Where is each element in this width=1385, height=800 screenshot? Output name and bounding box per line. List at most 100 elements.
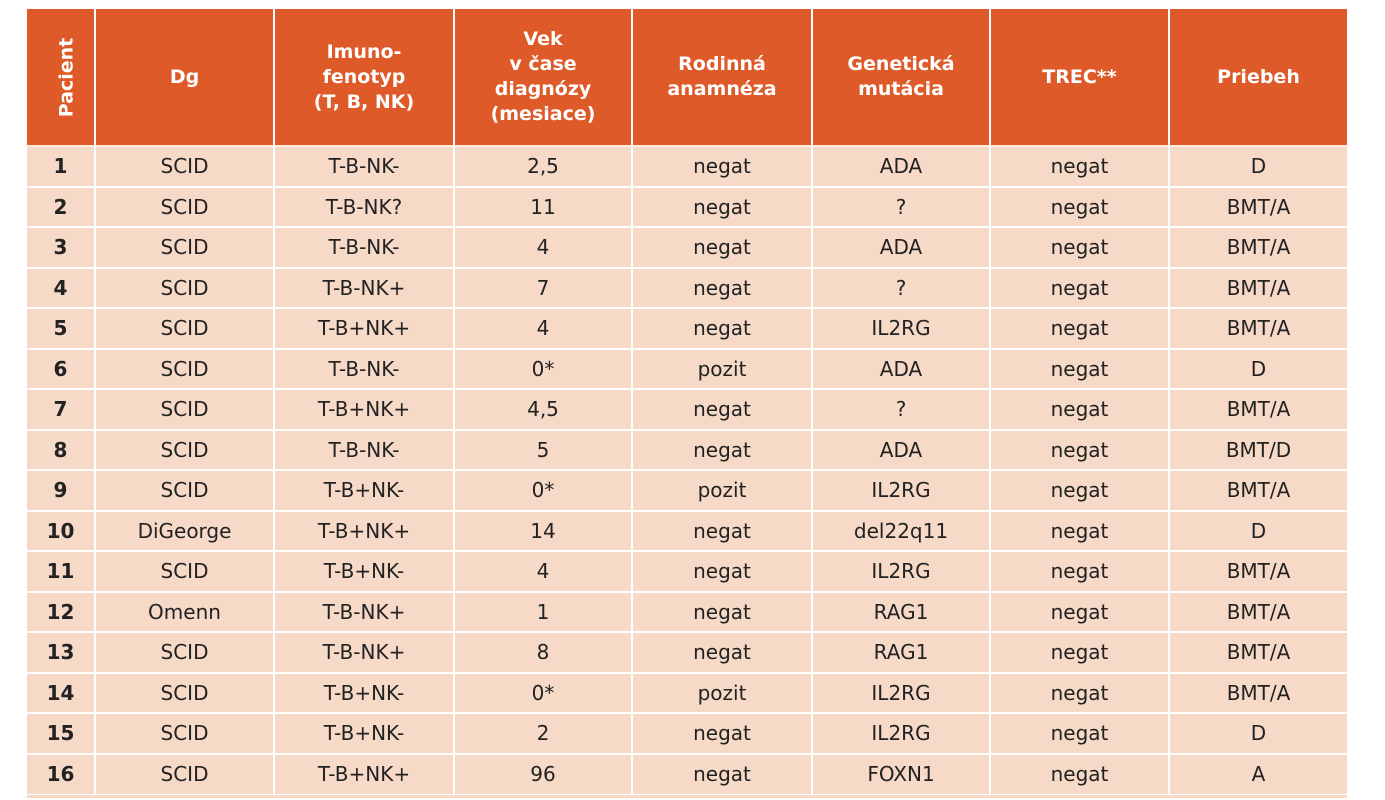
header-pacient-label: Pacient (55, 37, 78, 117)
cell-trec: negat (990, 752, 1170, 794)
cell-vek: 7 (454, 266, 633, 308)
cell-vek: 0* (454, 469, 633, 511)
cell-pacient: 13 (27, 631, 96, 673)
cell-trec: negat (990, 631, 1170, 673)
cell-dg: SCID (95, 752, 275, 794)
cell-priebeh: BMT/A (1169, 185, 1347, 227)
cell-pacient: 9 (27, 469, 96, 511)
cell-genet: ? (812, 185, 991, 227)
cell-trec: negat (990, 388, 1170, 430)
cell-fenotyp: T-B+NK+ (274, 509, 455, 551)
cell-trec: negat (990, 185, 1170, 227)
cell-vek: 4 (454, 550, 633, 592)
cell-pacient: 14 (27, 671, 96, 713)
cell-pacient: 5 (27, 307, 96, 349)
cell-priebeh: BMT/D (1169, 428, 1347, 470)
cell-vek: 14 (454, 509, 633, 551)
table-row: 13 SCID T-B-NK+ 8 negat RAG1 negat BMT/A (27, 631, 1347, 673)
table-row: 15 SCID T-B+NK- 2 negat IL2RG negat D (27, 712, 1347, 754)
cell-dg: SCID (95, 347, 275, 389)
table-row: 1 SCID T-B-NK- 2,5 negat ADA negat D (27, 145, 1347, 187)
table-row: 14 SCID T-B+NK- 0* pozit IL2RG negat BMT/A (27, 671, 1347, 713)
cell-dg: SCID (95, 428, 275, 470)
cell-trec: negat (990, 469, 1170, 511)
cell-dg: SCID (95, 226, 275, 268)
cell-rodinna: negat (632, 226, 813, 268)
cell-rodinna: negat (632, 266, 813, 308)
cell-dg: SCID (95, 712, 275, 754)
cell-priebeh: D (1169, 509, 1347, 551)
header-priebeh: Priebeh (1169, 9, 1347, 146)
cell-priebeh: BMT/A (1169, 671, 1347, 713)
cell-dg: SCID (95, 671, 275, 713)
cell-genet: ADA (812, 428, 991, 470)
cell-dg: SCID (95, 469, 275, 511)
cell-priebeh: BMT/A (1169, 590, 1347, 632)
cell-vek: 11 (454, 185, 633, 227)
table-row: 6 SCID T-B-NK- 0* pozit ADA negat D (27, 347, 1347, 389)
cell-priebeh: A (1169, 752, 1347, 794)
table-header: Pacient Dg Imuno- fenotyp (T, B, NK) Vek… (27, 9, 1347, 146)
cell-trec: negat (990, 266, 1170, 308)
cell-dg: SCID (95, 185, 275, 227)
table-row: 8 SCID T-B-NK- 5 negat ADA negat BMT/D (27, 428, 1347, 470)
cell-priebeh: BMT/A (1169, 226, 1347, 268)
cell-rodinna: negat (632, 145, 813, 187)
cell-vek: 1 (454, 590, 633, 632)
cell-pacient: 6 (27, 347, 96, 389)
cell-vek: 4,5 (454, 388, 633, 430)
table-row: 9 SCID T-B+NK- 0* pozit IL2RG negat BMT/A (27, 469, 1347, 511)
cell-dg: DiGeorge (95, 509, 275, 551)
cell-priebeh: BMT/A (1169, 388, 1347, 430)
cell-fenotyp: T-B-NK- (274, 226, 455, 268)
cell-dg: SCID (95, 145, 275, 187)
cell-pacient: 4 (27, 266, 96, 308)
cell-pacient: 7 (27, 388, 96, 430)
cell-vek: 96 (454, 752, 633, 794)
cell-fenotyp: T-B+NK- (274, 469, 455, 511)
table-row: 7 SCID T-B+NK+ 4,5 negat? negat BMT/A (27, 388, 1347, 430)
cell-pacient: 3 (27, 226, 96, 268)
cell-priebeh: BMT/A (1169, 631, 1347, 673)
cell-priebeh: BMT/A (1169, 550, 1347, 592)
cell-rodinna: pozit (632, 671, 813, 713)
header-trec: TREC** (990, 9, 1170, 146)
cell-rodinna: negat (632, 428, 813, 470)
patient-table: Pacient Dg Imuno- fenotyp (T, B, NK) Vek… (27, 9, 1347, 794)
cell-vek: 5 (454, 428, 633, 470)
cell-genet: RAG1 (812, 590, 991, 632)
cell-rodinna: negat (632, 631, 813, 673)
cell-priebeh: D (1169, 145, 1347, 187)
cell-fenotyp: T-B+NK+ (274, 307, 455, 349)
table-body: 1 SCID T-B-NK- 2,5 negat ADA negat D 2 SCID T-B-NK… (27, 145, 1347, 794)
cell-dg: Omenn (95, 590, 275, 632)
cell-fenotyp: T-B-NK- (274, 347, 455, 389)
cell-pacient: 10 (27, 509, 96, 551)
header-genet: Genetická mutácia (812, 9, 991, 146)
cell-pacient: 16 (27, 752, 96, 794)
cell-vek: 2 (454, 712, 633, 754)
cell-vek: 8 (454, 631, 633, 673)
header-vek: Vek v čase diagnózy (mesiace) (454, 9, 633, 146)
cell-trec: negat (990, 226, 1170, 268)
cell-rodinna: negat (632, 590, 813, 632)
cell-genet: del22q11 (812, 509, 991, 551)
cell-fenotyp: T-B-NK+ (274, 266, 455, 308)
cell-rodinna: negat (632, 752, 813, 794)
header-dg: Dg (95, 9, 275, 146)
cell-rodinna: pozit (632, 347, 813, 389)
cell-genet: ADA (812, 347, 991, 389)
cell-trec: negat (990, 712, 1170, 754)
cell-trec: negat (990, 428, 1170, 470)
table-row: 4 SCID T-B-NK+ 7 negat? negat BMT/A (27, 266, 1347, 308)
cell-rodinna: pozit (632, 469, 813, 511)
cell-pacient: 15 (27, 712, 96, 754)
cell-fenotyp: T-B+NK- (274, 671, 455, 713)
table-row: 11 SCID T-B+NK- 4 negat IL2RG negat BMT/A (27, 550, 1347, 592)
cell-vek: 0* (454, 347, 633, 389)
cell-pacient: 8 (27, 428, 96, 470)
cell-fenotyp: T-B-NK- (274, 145, 455, 187)
cell-dg: SCID (95, 266, 275, 308)
cell-trec: negat (990, 590, 1170, 632)
